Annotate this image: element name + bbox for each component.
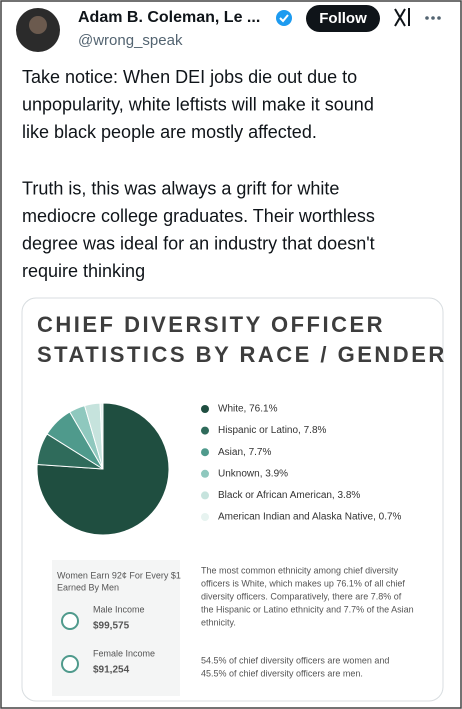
note-line: the Hispanic or Latino ethnicity and 7.7… — [201, 604, 414, 614]
legend-label: Unknown, 3.9% — [218, 468, 288, 479]
legend-label: Hispanic or Latino, 7.8% — [218, 425, 327, 436]
male-icon — [61, 612, 79, 630]
author-handle[interactable]: @wrong_speak — [78, 32, 183, 49]
legend-label: Asian, 7.7% — [218, 447, 271, 458]
chart-title: STATISTICS BY RACE / GENDER — [37, 342, 447, 367]
tweet-line: mediocre college graduates. Their worthl… — [22, 206, 375, 226]
tweet-line: Truth is, this was always a grift for wh… — [22, 178, 339, 198]
legend-label: Black or African American, 3.8% — [218, 490, 360, 501]
tweet-line: degree was ideal for an industry that do… — [22, 233, 375, 253]
male-label: Male Income — [93, 604, 145, 614]
legend-swatch — [201, 491, 209, 500]
tweet-text: Take notice: When DEI jobs die out due t… — [22, 67, 375, 281]
income-heading: Women Earn 92¢ For Every $1 — [57, 570, 181, 580]
pie-slice — [36, 402, 170, 536]
tweet-line: Take notice: When DEI jobs die out due t… — [22, 67, 357, 87]
female-icon — [61, 655, 79, 673]
tweet-line: like black people are mostly affected. — [22, 122, 317, 142]
legend-swatch — [201, 448, 209, 457]
legend-swatch — [201, 426, 209, 435]
tweet-line: unpopularity, white leftists will make i… — [22, 94, 374, 114]
note-line: officers is White, which makes up 76.1% … — [201, 578, 405, 588]
author-name[interactable]: Adam B. Coleman, Le ... — [78, 9, 260, 26]
verified-badge — [276, 10, 292, 26]
note-line: ethnicity. — [201, 617, 236, 627]
note-line: 54.5% of chief diversity officers are wo… — [201, 655, 389, 665]
legend-swatch — [201, 513, 209, 521]
legend-swatch — [201, 469, 209, 478]
grok-icon[interactable] — [394, 8, 410, 27]
chart-image: CHIEF DIVERSITY OFFICER STATISTICS BY RAC… — [36, 312, 447, 678]
income-heading: Earned By Men — [57, 582, 119, 592]
follow-label[interactable]: Follow — [319, 10, 367, 27]
pie-slice — [99, 402, 104, 470]
legend-swatch — [201, 405, 209, 413]
note-line: diversity officers. Comparatively, there… — [201, 591, 402, 601]
avatar-face — [29, 16, 47, 34]
legend-label: American Indian and Alaska Native, 0.7% — [218, 512, 402, 523]
note-line: 45.5% of chief diversity officers are me… — [201, 668, 363, 678]
verified-check — [279, 14, 289, 23]
tweet-line: require thinking — [22, 261, 145, 281]
chart-title: CHIEF DIVERSITY OFFICER — [37, 312, 385, 337]
female-value: $91,254 — [93, 665, 130, 676]
male-value: $99,575 — [93, 621, 130, 632]
note-line: The most common ethnicity among chief di… — [201, 565, 399, 575]
more-menu[interactable] — [425, 16, 441, 20]
follow-button[interactable] — [306, 5, 380, 32]
female-label: Female Income — [93, 648, 155, 658]
legend-label: White, 76.1% — [218, 404, 278, 415]
